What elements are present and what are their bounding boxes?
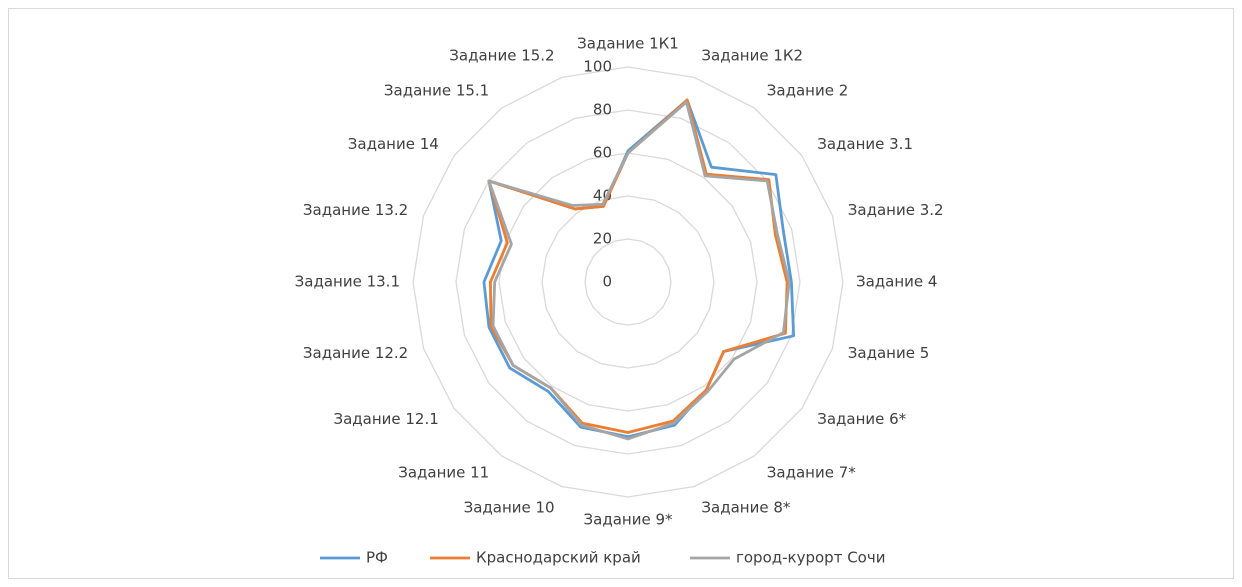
r-tick-label: 80 xyxy=(593,101,612,119)
r-tick-label: 60 xyxy=(593,144,612,162)
category-label: Задание 7* xyxy=(767,464,856,482)
series-line xyxy=(482,98,796,439)
r-tick-label: 0 xyxy=(602,273,612,291)
legend-label: город-курорт Сочи xyxy=(736,549,885,567)
series-line xyxy=(487,100,791,441)
legend-label: РФ xyxy=(366,549,388,567)
grid-ring xyxy=(584,238,672,326)
category-label: Задание 4 xyxy=(856,273,937,291)
category-label: Задание 11 xyxy=(398,464,489,482)
chart-frame xyxy=(8,8,1234,579)
grid-ring xyxy=(455,109,801,455)
category-label: Задание 1К1 xyxy=(577,35,679,53)
category-label: Задание 2 xyxy=(767,81,848,99)
category-label: Задание 3.2 xyxy=(848,201,944,219)
category-label: Задание 9* xyxy=(584,511,673,529)
grid-ring xyxy=(498,152,758,412)
category-label: Задание 1К2 xyxy=(701,47,803,65)
category-label: Задание 6* xyxy=(817,410,906,428)
r-tick-label: 20 xyxy=(593,230,612,248)
grid-ring xyxy=(541,195,715,369)
grid-ring xyxy=(412,66,844,498)
r-tick-label: 100 xyxy=(583,58,612,76)
category-label: Задание 15.1 xyxy=(384,81,489,99)
category-label: Задание 5 xyxy=(848,344,929,362)
category-label: Задание 13.2 xyxy=(303,201,408,219)
legend-label: Краснодарский край xyxy=(476,549,641,567)
category-label: Задание 15.2 xyxy=(449,47,554,65)
category-label: Задание 8* xyxy=(701,498,790,516)
category-label: Задание 12.1 xyxy=(333,410,438,428)
category-label: Задание 10 xyxy=(464,498,555,516)
category-label: Задание 3.1 xyxy=(817,135,913,153)
category-label: Задание 12.2 xyxy=(303,344,408,362)
category-label: Задание 13.1 xyxy=(295,273,400,291)
category-label: Задание 14 xyxy=(348,135,439,153)
